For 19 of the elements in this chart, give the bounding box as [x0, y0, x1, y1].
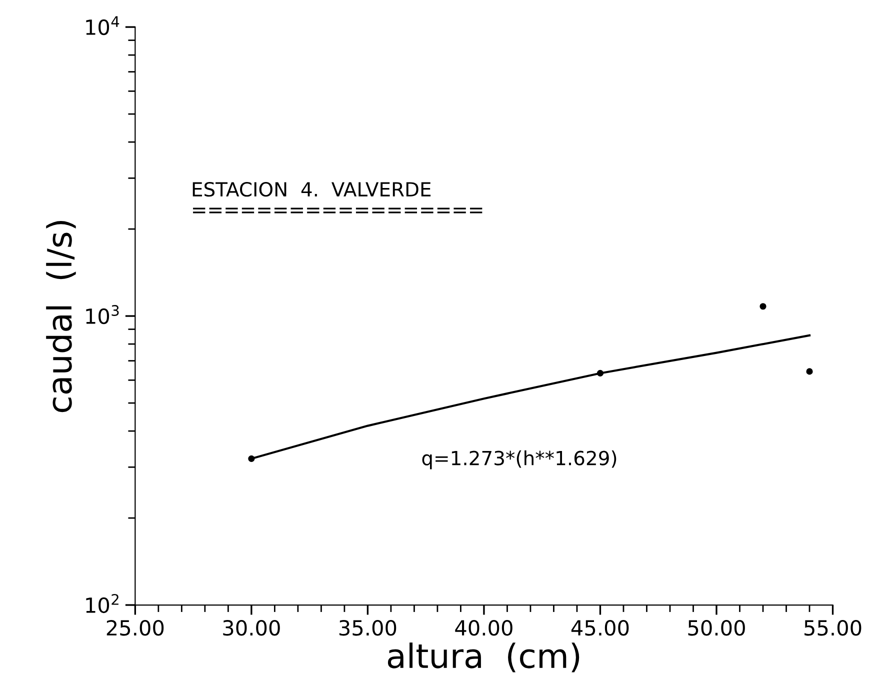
point [596, 370, 604, 377]
y-tick-label: 10$^{3}$ [86, 304, 119, 324]
annotation: ================== [193, 208, 482, 214]
annotation: ESTACION 4. VALVERDE [192, 182, 431, 197]
x-tick-label: 30.00 [223, 620, 280, 636]
y-tick-label: 10$^{4}$ [86, 16, 120, 36]
point [760, 303, 766, 310]
point [248, 455, 255, 462]
x-tick-label: 40.00 [455, 620, 512, 636]
x-tick-label: 35.00 [339, 620, 396, 636]
annotation: q=1.273*(h**1.629) [422, 450, 616, 470]
x-tick-label: 50.00 [688, 620, 745, 636]
y-tick-label: 10$^{2}$ [86, 594, 118, 614]
point [806, 368, 813, 375]
x-tick-label: 25.00 [106, 620, 164, 636]
y-axis-title: caudal (l/s) [46, 221, 76, 412]
x-tick-label: 55.00 [804, 620, 862, 636]
x-axis-title: altura (cm) [388, 642, 580, 672]
x-tick-label: 45.00 [571, 620, 629, 636]
